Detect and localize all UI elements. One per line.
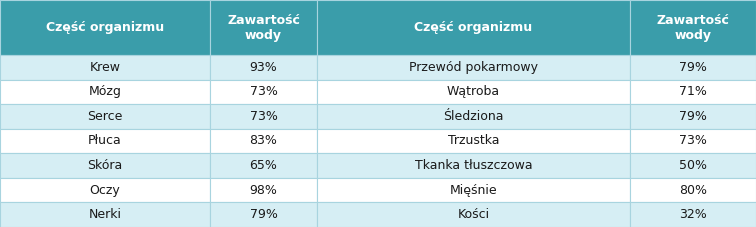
Text: Trzustka: Trzustka (448, 135, 499, 148)
Bar (317, 153, 630, 178)
Bar (210, 80, 317, 104)
Text: Tkanka tłuszczowa: Tkanka tłuszczowa (415, 159, 532, 172)
Text: 73%: 73% (679, 135, 707, 148)
Text: 73%: 73% (249, 110, 277, 123)
Text: Mięśnie: Mięśnie (450, 184, 497, 197)
Text: 32%: 32% (679, 208, 707, 221)
Text: Krew: Krew (89, 61, 120, 74)
Bar (210, 104, 317, 129)
Text: Skóra: Skóra (88, 159, 122, 172)
Text: 71%: 71% (679, 85, 707, 98)
Bar (630, 0, 756, 55)
Bar (0, 104, 210, 129)
Text: 65%: 65% (249, 159, 277, 172)
Bar (210, 0, 317, 55)
Text: Serce: Serce (87, 110, 122, 123)
Bar (630, 80, 756, 104)
Text: 73%: 73% (249, 85, 277, 98)
Text: Przewód pokarmowy: Przewód pokarmowy (409, 61, 538, 74)
Bar (0, 178, 210, 202)
Text: Część organizmu: Część organizmu (414, 21, 532, 34)
Text: Nerki: Nerki (88, 208, 122, 221)
Text: 50%: 50% (679, 159, 707, 172)
Bar (630, 104, 756, 129)
Text: 83%: 83% (249, 135, 277, 148)
Bar (210, 55, 317, 80)
Bar (0, 129, 210, 153)
Text: Zawartość
wody: Zawartość wody (227, 13, 300, 42)
Text: 98%: 98% (249, 184, 277, 197)
Bar (317, 0, 630, 55)
Bar (317, 80, 630, 104)
Bar (210, 178, 317, 202)
Bar (0, 80, 210, 104)
Bar (317, 104, 630, 129)
Bar (630, 178, 756, 202)
Bar (0, 202, 210, 227)
Bar (210, 202, 317, 227)
Bar (630, 129, 756, 153)
Bar (210, 153, 317, 178)
Bar (0, 0, 210, 55)
Text: Zawartość
wody: Zawartość wody (656, 13, 730, 42)
Bar (317, 129, 630, 153)
Text: Wątroba: Wątroba (447, 85, 500, 98)
Text: 93%: 93% (249, 61, 277, 74)
Text: Kości: Kości (457, 208, 490, 221)
Bar (317, 202, 630, 227)
Text: Śledziona: Śledziona (443, 110, 503, 123)
Bar (630, 153, 756, 178)
Bar (0, 55, 210, 80)
Text: Mózg: Mózg (88, 85, 122, 98)
Bar (210, 129, 317, 153)
Text: Część organizmu: Część organizmu (46, 21, 164, 34)
Text: 79%: 79% (249, 208, 277, 221)
Bar (0, 153, 210, 178)
Text: 80%: 80% (679, 184, 707, 197)
Bar (630, 55, 756, 80)
Text: Oczy: Oczy (90, 184, 120, 197)
Bar (630, 202, 756, 227)
Text: Płuca: Płuca (88, 135, 122, 148)
Text: 79%: 79% (679, 61, 707, 74)
Text: 79%: 79% (679, 110, 707, 123)
Bar (317, 178, 630, 202)
Bar (317, 55, 630, 80)
